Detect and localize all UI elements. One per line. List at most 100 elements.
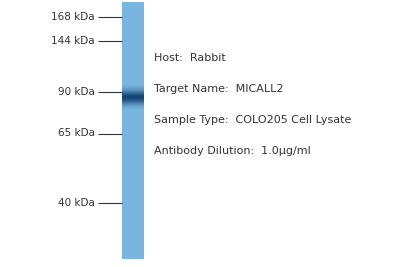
Bar	[122, 98, 144, 100]
Bar	[122, 106, 144, 107]
Bar	[122, 191, 144, 192]
Bar	[122, 92, 144, 93]
Bar	[122, 98, 144, 99]
Bar	[122, 153, 144, 155]
Bar	[122, 58, 144, 60]
Bar	[122, 6, 144, 8]
Bar	[122, 61, 144, 63]
Bar	[122, 124, 144, 126]
Bar	[122, 39, 144, 41]
Bar	[122, 85, 144, 87]
Bar	[122, 99, 144, 100]
Bar	[122, 66, 144, 68]
Bar	[122, 90, 144, 91]
Bar	[122, 44, 144, 46]
Bar	[122, 148, 144, 150]
Bar	[122, 194, 144, 196]
Bar	[122, 239, 144, 241]
Bar	[122, 100, 144, 101]
Bar	[122, 209, 144, 210]
Bar	[122, 75, 144, 77]
Bar	[122, 15, 144, 17]
Bar	[122, 38, 144, 40]
Bar	[122, 174, 144, 176]
Bar	[122, 255, 144, 256]
Bar	[122, 170, 144, 172]
Bar	[122, 172, 144, 174]
Bar	[122, 14, 144, 15]
Bar	[122, 60, 144, 62]
Bar	[122, 47, 144, 49]
Bar	[122, 52, 144, 54]
Bar	[122, 76, 144, 78]
Bar	[122, 37, 144, 38]
Bar	[122, 88, 144, 89]
Bar	[122, 244, 144, 246]
Bar	[122, 105, 144, 107]
Text: Antibody Dilution:  1.0µg/ml: Antibody Dilution: 1.0µg/ml	[154, 146, 311, 155]
Bar	[122, 34, 144, 36]
Bar	[122, 30, 144, 32]
Bar	[122, 85, 144, 87]
Bar	[122, 107, 144, 108]
Bar	[122, 105, 144, 106]
Bar	[122, 3, 144, 5]
Bar	[122, 108, 144, 110]
Bar	[122, 128, 144, 129]
Bar	[122, 103, 144, 104]
Bar	[122, 248, 144, 250]
Bar	[122, 28, 144, 30]
Bar	[122, 25, 144, 27]
Bar	[122, 53, 144, 55]
Bar	[122, 217, 144, 219]
Bar	[122, 178, 144, 179]
Bar	[122, 146, 144, 147]
Bar	[122, 135, 144, 137]
Bar	[122, 102, 144, 104]
Bar	[122, 205, 144, 206]
Bar	[122, 110, 144, 112]
Bar	[122, 108, 144, 109]
Bar	[122, 133, 144, 135]
Bar	[122, 130, 144, 132]
Bar	[122, 96, 144, 97]
Bar	[122, 95, 144, 96]
Bar	[122, 230, 144, 232]
Bar	[122, 182, 144, 183]
Bar	[122, 100, 144, 101]
Bar	[122, 74, 144, 76]
Bar	[122, 20, 144, 22]
Bar	[122, 86, 144, 87]
Bar	[122, 171, 144, 173]
Bar	[122, 138, 144, 140]
Bar	[122, 55, 144, 57]
Bar	[122, 152, 144, 154]
Bar	[122, 228, 144, 230]
Bar	[122, 150, 144, 151]
Bar	[122, 88, 144, 90]
Bar	[122, 164, 144, 166]
Bar	[122, 112, 144, 114]
Bar	[122, 98, 144, 99]
Bar	[122, 252, 144, 254]
Bar	[122, 137, 144, 139]
Bar	[122, 206, 144, 208]
Bar	[122, 19, 144, 21]
Bar	[122, 93, 144, 94]
Bar	[122, 33, 144, 35]
Bar	[122, 46, 144, 48]
Bar	[122, 84, 144, 86]
Bar	[122, 90, 144, 91]
Bar	[122, 179, 144, 181]
Bar	[122, 180, 144, 182]
Bar	[122, 97, 144, 99]
Bar	[122, 105, 144, 106]
Bar	[122, 175, 144, 177]
Bar	[122, 96, 144, 97]
Bar	[122, 107, 144, 108]
Bar	[122, 70, 144, 72]
Bar	[122, 102, 144, 103]
Bar	[122, 83, 144, 85]
Bar	[122, 184, 144, 186]
Bar	[122, 107, 144, 109]
